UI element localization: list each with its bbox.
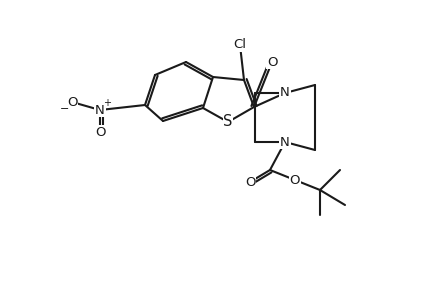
- Text: N: N: [280, 135, 290, 148]
- Text: O: O: [245, 175, 255, 188]
- Text: O: O: [267, 55, 277, 68]
- Text: O: O: [95, 126, 105, 139]
- Text: Cl: Cl: [233, 39, 247, 52]
- Text: −: −: [60, 104, 70, 114]
- Text: S: S: [224, 115, 233, 130]
- Text: +: +: [103, 98, 111, 108]
- Text: O: O: [67, 95, 77, 108]
- Text: N: N: [95, 104, 105, 117]
- Text: O: O: [290, 173, 300, 186]
- Text: N: N: [280, 86, 290, 99]
